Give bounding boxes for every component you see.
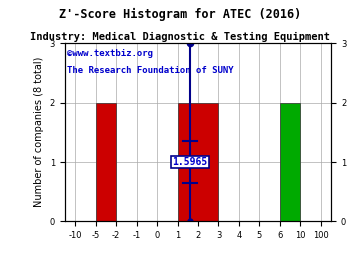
Text: The Research Foundation of SUNY: The Research Foundation of SUNY — [67, 66, 234, 75]
Text: Z'-Score Histogram for ATEC (2016): Z'-Score Histogram for ATEC (2016) — [59, 8, 301, 21]
Bar — [280, 103, 301, 221]
Bar — [177, 103, 219, 221]
Bar — [95, 103, 116, 221]
Y-axis label: Number of companies (8 total): Number of companies (8 total) — [34, 57, 44, 207]
Text: Industry: Medical Diagnostic & Testing Equipment: Industry: Medical Diagnostic & Testing E… — [30, 32, 330, 42]
Text: ©www.textbiz.org: ©www.textbiz.org — [67, 49, 153, 58]
Text: 1.5965: 1.5965 — [172, 157, 207, 167]
